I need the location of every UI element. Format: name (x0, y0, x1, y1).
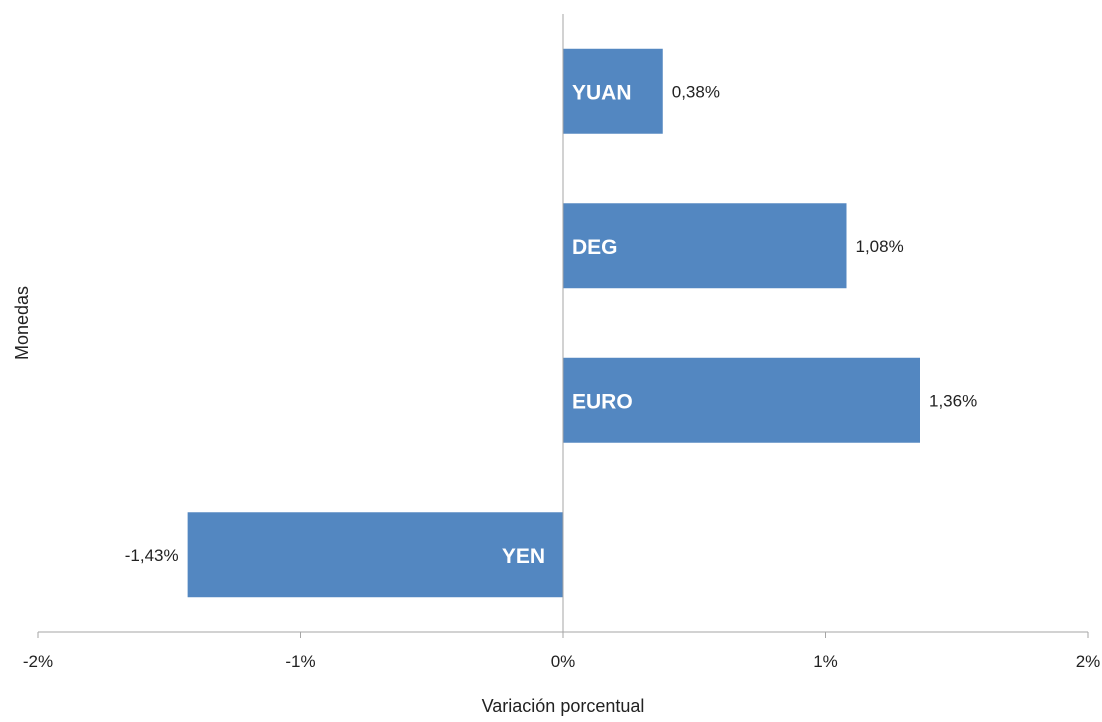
x-tick-label: -1% (285, 652, 315, 671)
data-label-yen: -1,43% (125, 546, 179, 565)
x-tick-label: 1% (813, 652, 838, 671)
data-label-euro: 1,36% (929, 391, 977, 410)
category-label-deg: DEG (572, 236, 618, 259)
bar-yuan (563, 48, 663, 134)
bar-yen (187, 512, 563, 598)
x-tick-label: 2% (1076, 652, 1101, 671)
category-labels-group: YUAN DEG EURO YEN (502, 81, 633, 568)
data-label-yuan: 0,38% (672, 82, 720, 101)
x-axis-ticks-group: -2% -1% 0% 1% 2% (23, 632, 1100, 671)
category-label-yen: YEN (502, 545, 545, 568)
category-label-euro: EURO (572, 390, 633, 413)
x-tick-label: -2% (23, 652, 53, 671)
data-labels-group: 0,38% 1,08% 1,36% -1,43% (125, 82, 977, 565)
bar-deg (563, 203, 847, 289)
x-tick-label: 0% (551, 652, 576, 671)
bars-group (187, 48, 920, 598)
x-axis-title: Variación porcentual (482, 696, 645, 716)
bar-euro (563, 357, 920, 443)
data-label-deg: 1,08% (856, 237, 904, 256)
y-axis-title: Monedas (12, 286, 32, 360)
category-label-yuan: YUAN (572, 81, 632, 104)
